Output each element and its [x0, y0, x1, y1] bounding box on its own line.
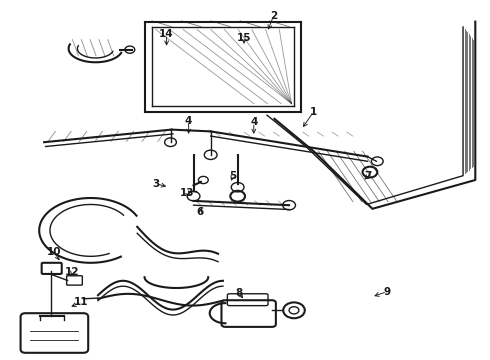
Text: 1: 1 [310, 107, 317, 117]
Text: 2: 2 [270, 11, 277, 21]
Text: 4: 4 [185, 116, 193, 126]
Text: 9: 9 [384, 287, 391, 297]
Text: 12: 12 [65, 267, 80, 277]
Text: 11: 11 [74, 297, 88, 307]
Text: 8: 8 [236, 288, 243, 298]
Text: 6: 6 [196, 207, 203, 217]
Text: 5: 5 [229, 171, 236, 181]
Text: 7: 7 [364, 171, 371, 181]
Text: 13: 13 [180, 188, 195, 198]
Text: 14: 14 [159, 29, 174, 39]
Text: 15: 15 [237, 33, 251, 43]
Text: 3: 3 [152, 179, 159, 189]
Text: 10: 10 [47, 247, 61, 257]
Text: 4: 4 [250, 117, 258, 127]
